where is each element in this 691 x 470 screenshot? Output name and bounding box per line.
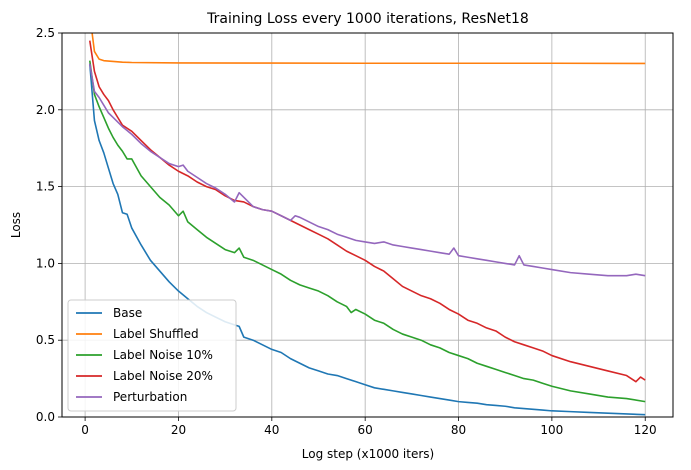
legend: Base Label Shuffled Label Noise 10% Label N…	[67, 299, 237, 412]
y-tick-label: 2.5	[36, 26, 55, 40]
y-axis-label: Loss	[9, 212, 23, 238]
series-line-base	[88, 63, 646, 416]
chart-title: Training Loss every 1000 iterations, Res…	[206, 11, 529, 27]
legend-label: Base	[113, 306, 142, 320]
series-line-label-noise-10	[88, 60, 646, 403]
legend-label: Perturbation	[113, 390, 187, 404]
y-tick-label: 2.0	[36, 103, 55, 117]
y-axis-ticks: 0.0 0.5 1.0 1.5 2.0 2.5	[36, 26, 62, 424]
series-line-perturbation	[88, 63, 646, 277]
x-tick-label: 20	[171, 423, 186, 437]
plot-frame	[61, 32, 674, 418]
legend-label: Label Noise 10%	[113, 348, 213, 362]
x-tick-label: 120	[634, 423, 657, 437]
x-tick-label: 80	[451, 423, 466, 437]
y-tick-label: 0.0	[36, 410, 55, 424]
y-tick-label: 1.0	[36, 256, 55, 270]
legend-label: Label Noise 20%	[113, 369, 213, 383]
x-tick-label: 40	[264, 423, 279, 437]
x-tick-label: 100	[540, 423, 563, 437]
x-tick-label: 60	[358, 423, 373, 437]
x-tick-label: 0	[81, 423, 89, 437]
series-line-label-shuffled	[91, 33, 646, 65]
y-tick-label: 0.5	[36, 333, 55, 347]
x-axis-ticks: 0 20 40 60 80 100 120	[81, 417, 657, 437]
legend-label: Label Shuffled	[113, 327, 199, 341]
series-group	[88, 33, 646, 416]
series-line-label-noise-20	[88, 40, 646, 383]
x-axis-label: Log step (x1000 iters)	[302, 447, 434, 461]
legend-box	[67, 299, 237, 412]
y-tick-label: 1.5	[36, 180, 55, 194]
